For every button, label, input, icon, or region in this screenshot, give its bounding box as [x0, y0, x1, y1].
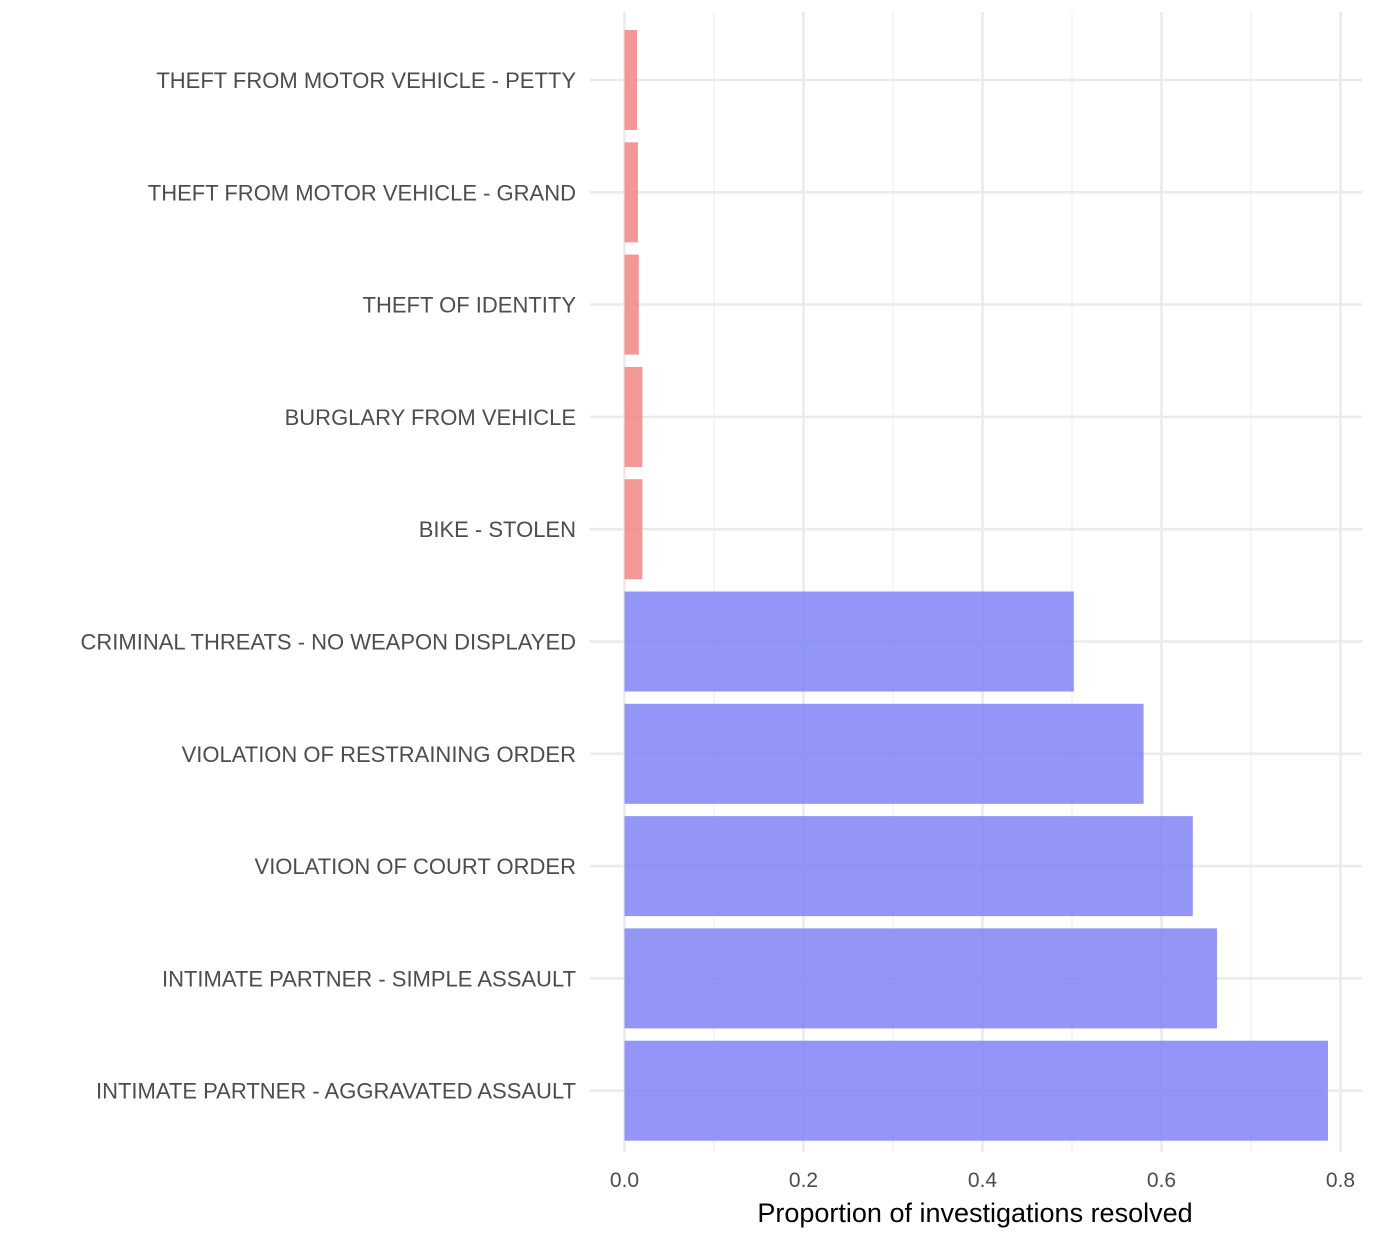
x-tick-label: 0.8 — [1326, 1169, 1355, 1192]
category-labels: THEFT FROM MOTOR VEHICLE - PETTY THEFT FR… — [81, 68, 577, 1104]
category-label: THEFT OF IDENTITY — [363, 293, 577, 318]
x-tick-label: 0.0 — [610, 1169, 639, 1192]
x-tick-labels: 0.0 0.2 0.4 0.6 0.8 — [610, 1169, 1355, 1192]
bar — [624, 703, 1144, 804]
category-label: BIKE - STOLEN — [419, 517, 576, 542]
category-label: INTIMATE PARTNER - AGGRAVATED ASSAULT — [96, 1079, 576, 1104]
x-tick-label: 0.6 — [1147, 1169, 1176, 1192]
x-tick-label: 0.4 — [968, 1169, 998, 1192]
category-label: CRIMINAL THREATS - NO WEAPON DISPLAYED — [81, 630, 576, 655]
category-label: INTIMATE PARTNER - SIMPLE ASSAULT — [162, 966, 576, 991]
bar — [624, 254, 639, 355]
bars — [624, 30, 1328, 1141]
bar — [624, 1040, 1328, 1141]
bar — [624, 591, 1074, 692]
bar — [624, 366, 643, 467]
bar — [624, 479, 643, 580]
bar — [624, 928, 1217, 1029]
bar — [624, 30, 638, 130]
x-tick-label: 0.2 — [789, 1169, 818, 1192]
bar — [624, 142, 638, 243]
category-label: THEFT FROM MOTOR VEHICLE - PETTY — [156, 68, 576, 93]
category-label: THEFT FROM MOTOR VEHICLE - GRAND — [148, 180, 576, 205]
category-label: BURGLARY FROM VEHICLE — [285, 405, 576, 430]
category-label: VIOLATION OF RESTRAINING ORDER — [182, 742, 576, 767]
bar — [624, 816, 1193, 917]
x-axis-title: Proportion of investigations resolved — [757, 1198, 1192, 1228]
category-label: VIOLATION OF COURT ORDER — [255, 854, 576, 879]
